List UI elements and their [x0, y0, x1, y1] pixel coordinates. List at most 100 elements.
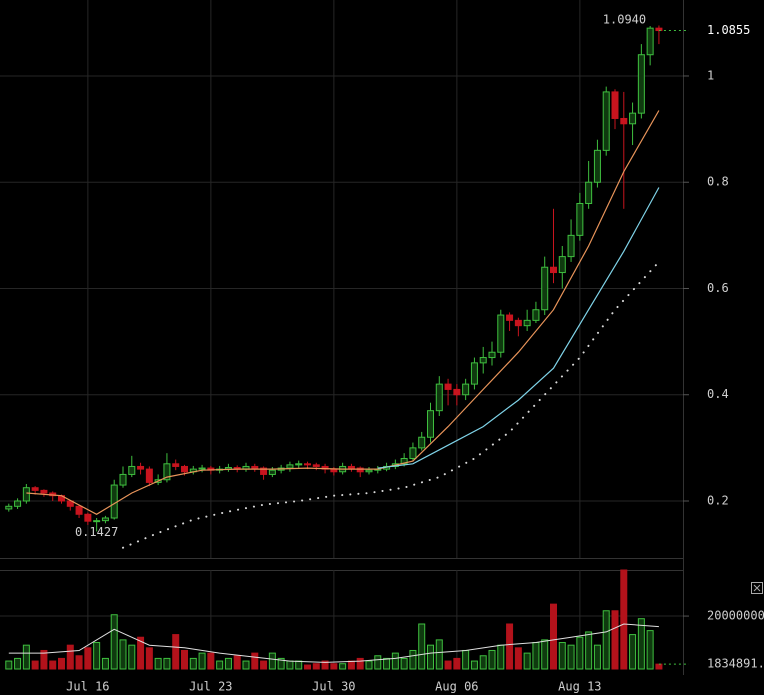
volume-bar: [347, 660, 355, 670]
candle-body: [295, 463, 303, 466]
volume-bar: [549, 603, 557, 670]
candle-body: [101, 517, 109, 522]
volume-bar: [93, 642, 101, 670]
candle-body: [497, 314, 505, 353]
x-tick-label: Jul 16: [66, 680, 109, 694]
candle-body: [251, 465, 259, 469]
high-label: 1.0940: [603, 13, 646, 27]
candle-body: [286, 464, 294, 469]
volume-bar: [277, 657, 285, 670]
candle-body: [268, 469, 276, 475]
candle-body: [22, 487, 30, 502]
y-tick-label: 1: [707, 68, 714, 82]
candle-body: [84, 513, 92, 522]
volume-bar: [383, 657, 391, 670]
volume-bar: [426, 644, 434, 670]
volume-bar: [5, 660, 13, 670]
candle-body: [470, 362, 478, 385]
candle-body: [611, 91, 619, 119]
volume-bar: [14, 657, 22, 670]
volume-bar: [57, 657, 65, 670]
volume-bar: [198, 652, 206, 670]
x-tick-label: Aug 13: [558, 680, 601, 694]
candle-body: [198, 467, 206, 470]
candle-body: [119, 473, 127, 486]
candle-body: [418, 436, 426, 449]
close-panel-button[interactable]: [751, 582, 763, 594]
volume-bar: [128, 644, 136, 670]
candle-body: [356, 467, 364, 473]
volume-bar: [374, 655, 382, 670]
volume-bar: [260, 660, 268, 670]
volume-average: [8, 623, 659, 663]
last-price-label: 1.0855: [707, 23, 750, 37]
volume-bar: [75, 655, 83, 670]
candle-body: [444, 383, 452, 390]
volume-bar: [268, 652, 276, 670]
volume-bar: [356, 657, 364, 670]
candle-body: [137, 465, 145, 470]
candle-body: [5, 505, 13, 510]
volume-bar: [629, 634, 637, 670]
candle-body: [602, 91, 610, 151]
volume-bar: [339, 663, 347, 670]
volume-bar: [576, 636, 584, 670]
volume-bar: [224, 657, 232, 670]
moving-average: [377, 187, 660, 469]
volume-bar: [137, 636, 145, 670]
volume-bar: [488, 649, 496, 670]
candle-body: [479, 357, 487, 364]
volume-bar: [31, 660, 39, 670]
candle-body: [629, 112, 637, 125]
volume-bar: [40, 649, 48, 670]
volume-bar: [101, 657, 109, 670]
volume-bar: [110, 614, 118, 670]
volume-bar: [321, 660, 329, 670]
volume-bar: [330, 663, 338, 670]
candle-body: [593, 149, 601, 183]
moving-average: [122, 260, 660, 549]
volume-bar: [400, 657, 408, 670]
candle-body: [163, 463, 171, 481]
candle-body: [303, 463, 311, 466]
close-box[interactable]: [751, 582, 763, 594]
candle-body: [145, 468, 153, 483]
candle-body: [488, 351, 496, 359]
volume-bar: [216, 660, 224, 670]
candle-body: [40, 489, 48, 494]
volume-bar: [189, 657, 197, 670]
volume-bar: [154, 657, 162, 670]
volume-bar: [444, 660, 452, 670]
volume-bar: [145, 647, 153, 670]
candle-body: [409, 447, 417, 459]
volume-bar: [470, 660, 478, 670]
volume-bar: [66, 644, 74, 670]
volume-bar: [532, 642, 540, 670]
volume-bar: [172, 634, 180, 670]
candle-body: [567, 234, 575, 258]
candle-body: [426, 410, 434, 438]
volume-bar: [611, 610, 619, 670]
candle-body: [93, 520, 101, 523]
volume-bar: [497, 644, 505, 670]
candle-body: [620, 117, 628, 125]
volume-bar: [462, 649, 470, 670]
candle-body: [514, 319, 522, 327]
volume-bar: [646, 630, 654, 670]
close-cross[interactable]: [753, 584, 761, 592]
volume-bar: [163, 657, 171, 670]
volume-bar: [207, 652, 215, 670]
candle-body: [400, 457, 408, 465]
candle-body: [365, 469, 373, 473]
x-tick-label: Jul 23: [189, 680, 232, 694]
candle-body: [435, 383, 443, 412]
candle-body: [646, 27, 654, 56]
candle-body: [110, 484, 118, 519]
volume-bar: [506, 623, 514, 670]
volume-bar: [303, 664, 311, 670]
volume-bar: [514, 647, 522, 670]
candle-body: [260, 467, 268, 475]
volume-bar: [479, 655, 487, 670]
candle-body: [128, 465, 136, 475]
volume-bar: [523, 652, 531, 670]
